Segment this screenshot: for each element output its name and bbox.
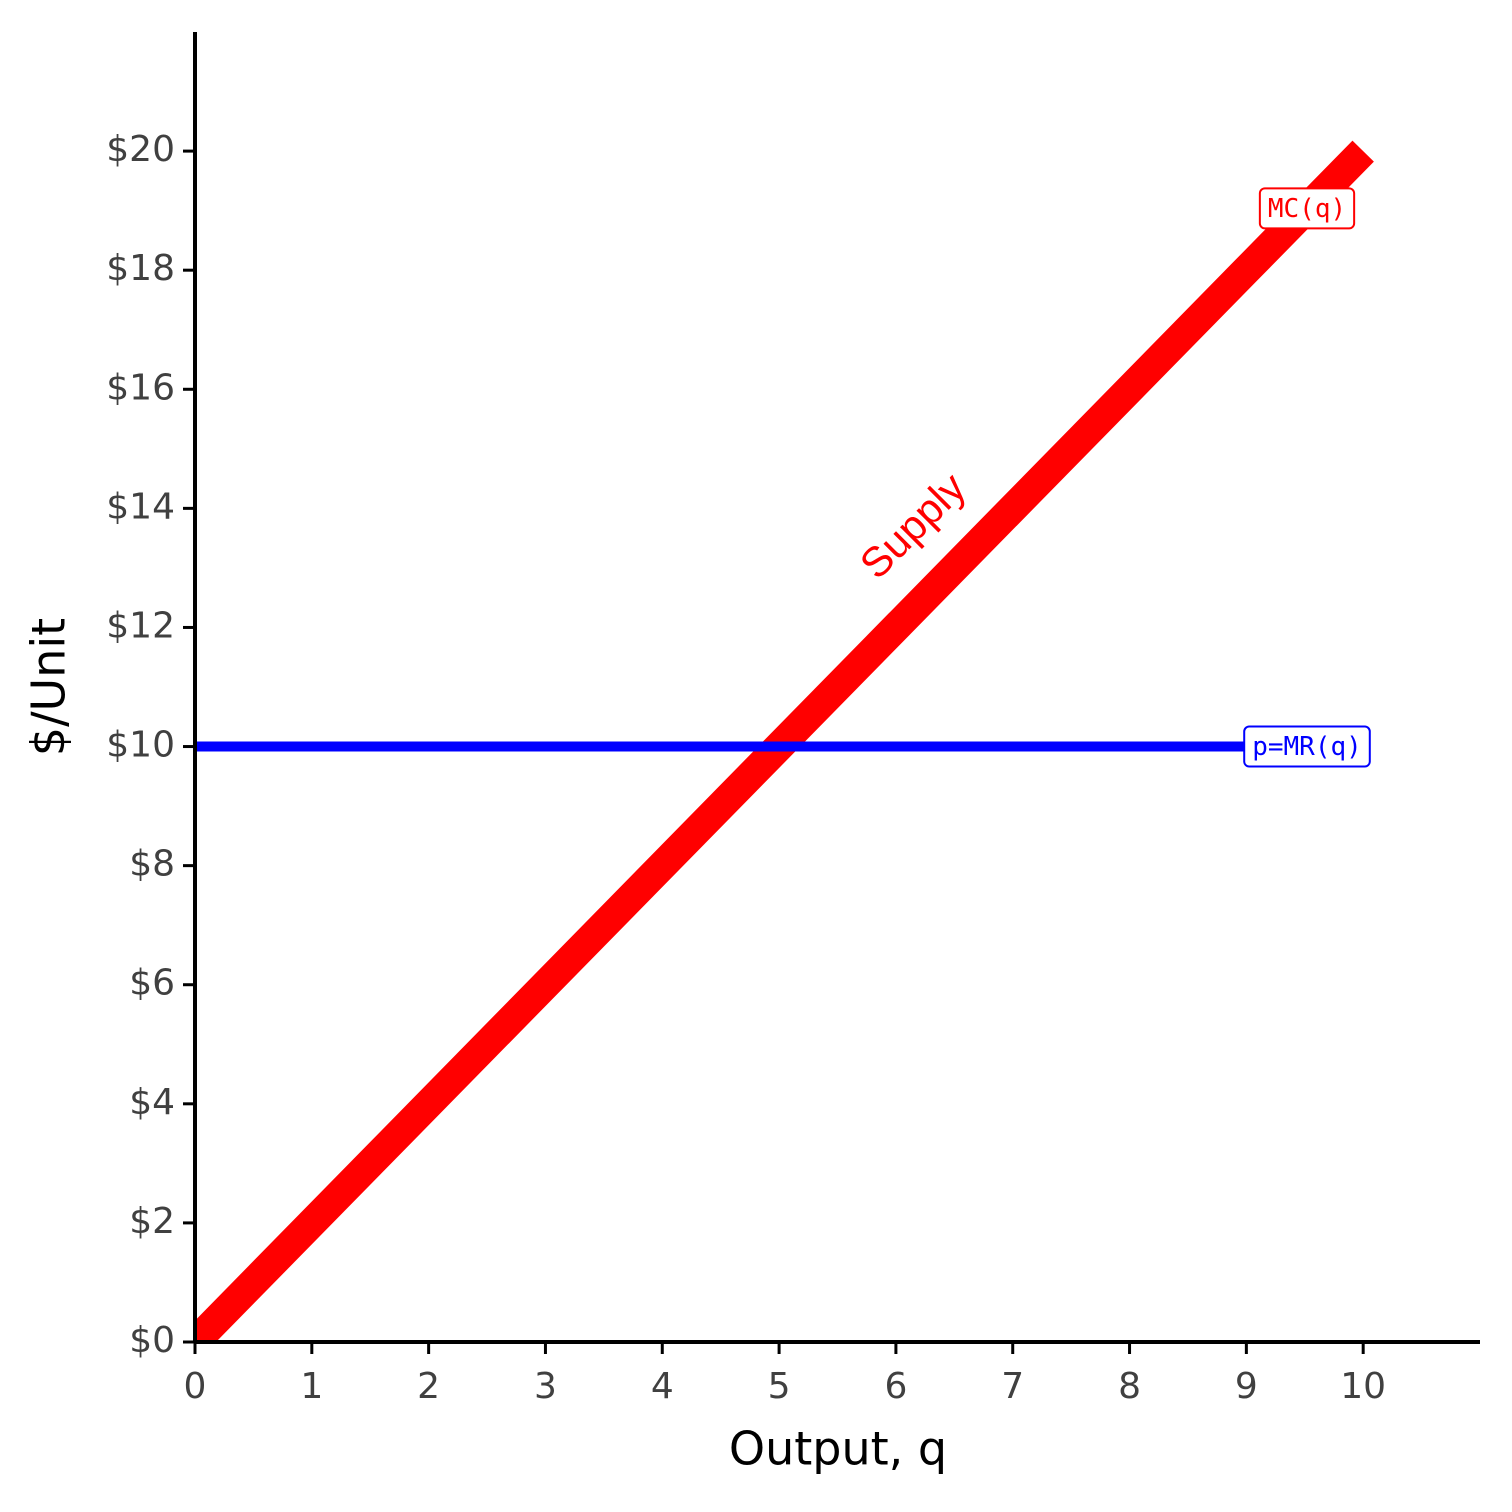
x-tick-label: 7 xyxy=(1001,1366,1024,1407)
y-tick-label: $14 xyxy=(106,486,175,527)
x-tick-label: 8 xyxy=(1118,1366,1141,1407)
y-tick-label: $12 xyxy=(106,605,175,646)
y-axis-title: $/Unit xyxy=(22,618,76,756)
x-tick-label: 6 xyxy=(884,1366,907,1407)
x-tick-label: 10 xyxy=(1340,1366,1386,1407)
y-tick-label: $20 xyxy=(106,129,175,170)
x-tick-label: 1 xyxy=(300,1366,323,1407)
y-tick-label: $0 xyxy=(129,1320,175,1361)
plot-area xyxy=(195,140,1374,1342)
x-tick-label: 2 xyxy=(417,1366,440,1407)
x-tick-label: 0 xyxy=(184,1366,207,1407)
y-tick-label: $16 xyxy=(106,367,175,408)
series-label-box xyxy=(1243,725,1371,768)
x-axis-title: Output, q xyxy=(729,1422,947,1476)
series-label: MC(q) xyxy=(1268,194,1346,224)
x-tick-label: 3 xyxy=(534,1366,557,1407)
y-tick-label: $8 xyxy=(129,844,175,885)
series-label: p=MR(q) xyxy=(1252,732,1362,762)
x-tick-label: 4 xyxy=(651,1366,674,1407)
y-tick-label: $10 xyxy=(106,725,175,766)
x-tick-label: 5 xyxy=(768,1366,791,1407)
x-tick-label: 9 xyxy=(1235,1366,1258,1407)
series-label-box xyxy=(1258,187,1356,230)
y-tick-label: $2 xyxy=(129,1201,175,1242)
y-tick-label: $6 xyxy=(129,963,175,1004)
y-tick-label: $4 xyxy=(129,1082,175,1123)
y-tick-label: $18 xyxy=(106,248,175,289)
